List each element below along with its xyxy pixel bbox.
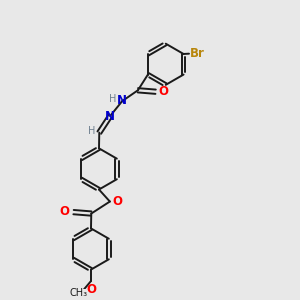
Text: N: N	[105, 110, 115, 122]
Text: O: O	[86, 283, 96, 296]
Text: O: O	[158, 85, 169, 98]
Text: H: H	[88, 126, 96, 136]
Text: H: H	[109, 94, 117, 104]
Text: N: N	[117, 94, 127, 107]
Text: O: O	[60, 205, 70, 218]
Text: CH₃: CH₃	[70, 288, 88, 298]
Text: O: O	[113, 195, 123, 208]
Text: Br: Br	[190, 47, 205, 60]
